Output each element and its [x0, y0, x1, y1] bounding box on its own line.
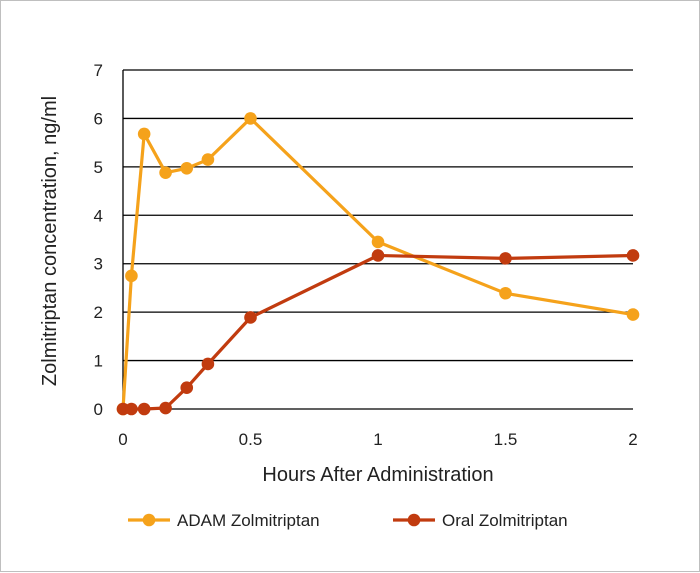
x-tick-label: 0: [118, 430, 127, 449]
data-point: [137, 127, 151, 141]
x-axis-title: Hours After Administration: [262, 464, 493, 486]
legend-label-1: Oral Zolmitriptan: [442, 511, 568, 530]
data-point: [180, 162, 194, 175]
data-point: [125, 402, 138, 416]
legend: ADAM Zolmitriptan Oral Zolmitriptan: [128, 511, 568, 530]
series-layer: [116, 112, 640, 416]
series-line-1: [123, 253, 634, 411]
y-tick-label: 2: [94, 303, 103, 322]
data-point: [244, 311, 257, 324]
data-point: [499, 286, 512, 300]
data-point: [626, 249, 640, 262]
legend-label-0: ADAM Zolmitriptan: [177, 511, 320, 530]
x-tick-label: 2: [628, 430, 637, 449]
data-point: [125, 269, 138, 283]
y-tick-label: 3: [94, 255, 103, 274]
x-tick-label: 0.5: [239, 430, 263, 449]
legend-marker-1: [407, 513, 421, 527]
y-tick-label: 0: [94, 400, 103, 419]
data-point: [244, 112, 257, 125]
data-point: [626, 308, 640, 321]
y-tick-label: 1: [94, 352, 103, 371]
data-point: [159, 401, 172, 415]
y-tick-label: 4: [94, 206, 103, 225]
x-tick-labels: 0 0.5 1 1.5 2: [118, 430, 637, 449]
data-point: [371, 249, 385, 262]
y-tick-labels: 0 1 2 3 4 5 6 7: [94, 61, 103, 419]
y-tick-label: 7: [94, 61, 103, 80]
data-point: [371, 235, 385, 249]
y-tick-label: 5: [94, 158, 103, 177]
x-tick-label: 1: [373, 430, 382, 449]
data-point: [499, 252, 512, 265]
y-tick-label: 6: [94, 109, 103, 128]
legend-marker-0: [142, 513, 156, 527]
series-line-0: [121, 116, 634, 410]
data-point: [137, 402, 151, 416]
data-point: [201, 153, 215, 166]
x-tick-label: 1.5: [494, 430, 518, 449]
data-point: [159, 166, 172, 179]
data-point: [201, 357, 215, 371]
y-axis-title: Zolmitriptan concentration, ng/ml: [39, 96, 61, 386]
data-point: [180, 381, 194, 394]
